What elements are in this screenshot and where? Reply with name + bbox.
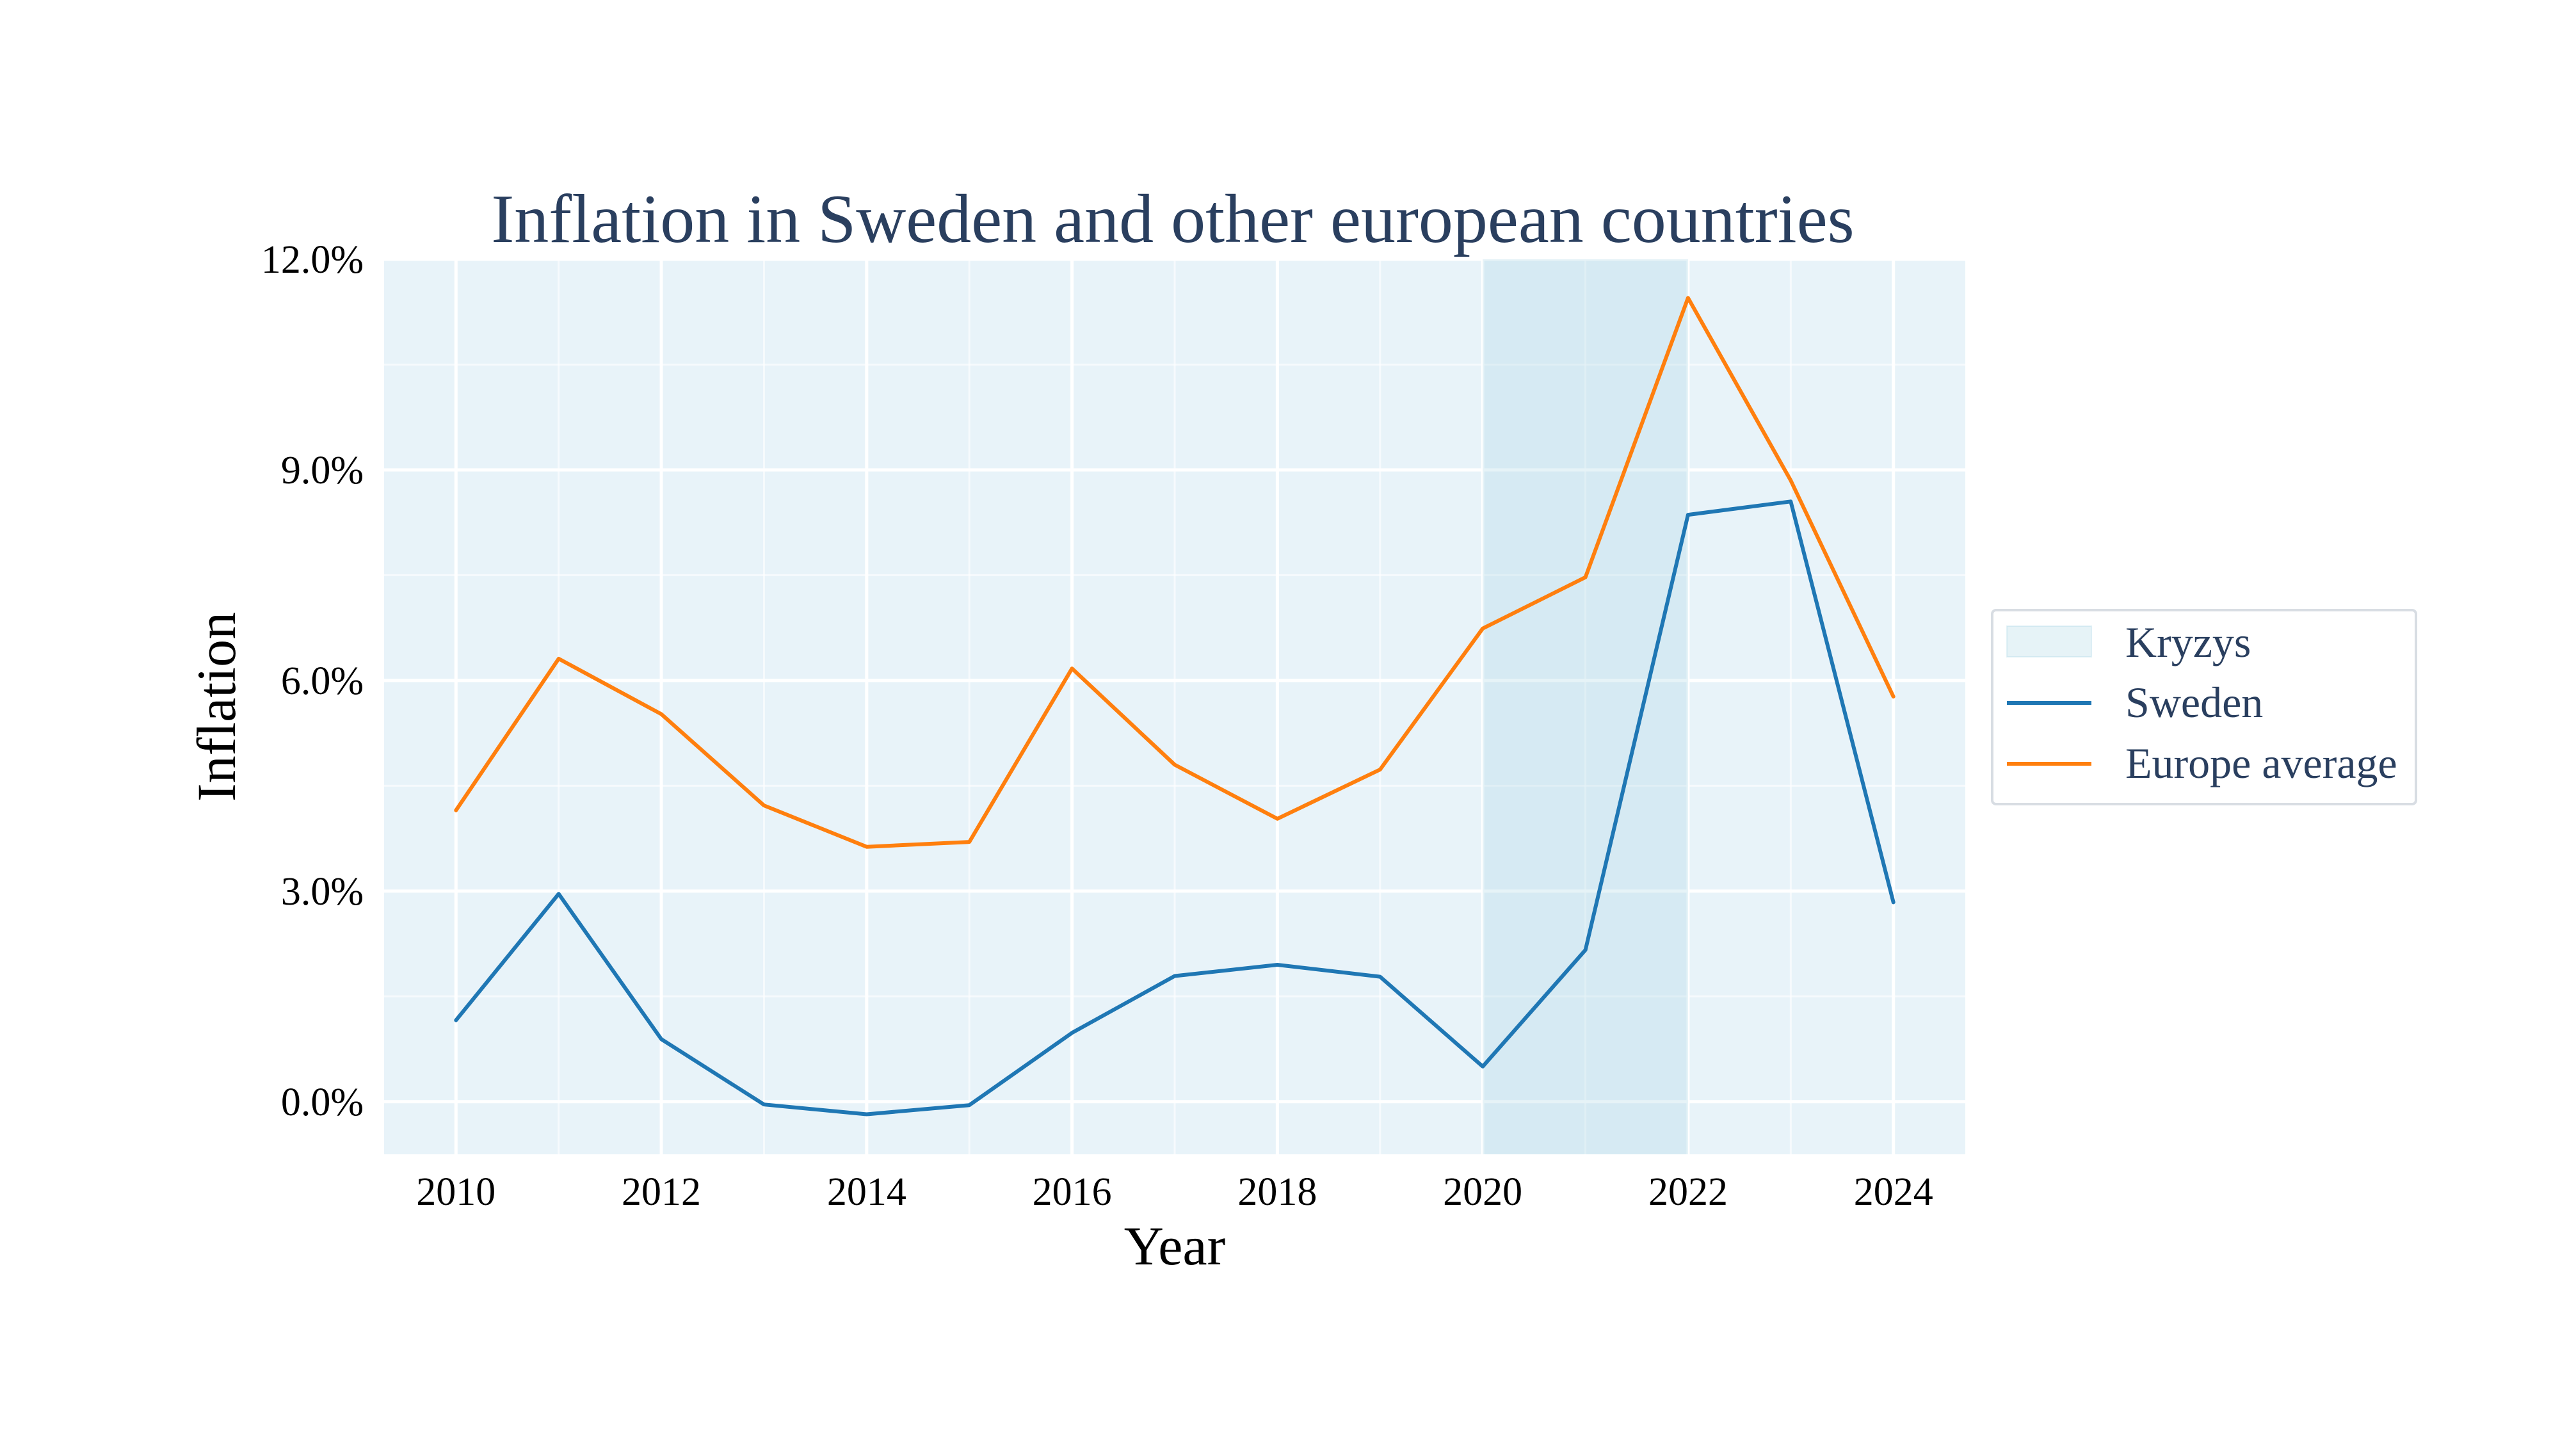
legend-swatch-kryzys (2006, 625, 2092, 657)
shaded-region-kryzys (1483, 259, 1688, 1154)
series-layer (454, 296, 1896, 1117)
y-tick-label: 9.0% (281, 449, 364, 492)
x-tick-label: 2018 (1237, 1170, 1317, 1214)
legend-label-sweden: Sweden (2125, 678, 2263, 727)
y-axis-title: Inflation (186, 612, 247, 802)
x-tick-label: 2010 (416, 1170, 495, 1214)
legend-box (1991, 609, 2417, 805)
chart-title: Inflation in Sweden and other european c… (491, 181, 1854, 257)
x-tick-label: 2020 (1443, 1170, 1522, 1214)
x-axis-title: Year (1124, 1215, 1225, 1277)
legend: Kryzys Sweden Europe average (1991, 609, 2417, 805)
x-tick-label: 2024 (1854, 1170, 1933, 1214)
x-tick-label: 2016 (1033, 1170, 1112, 1214)
x-tick-label: 2012 (622, 1170, 701, 1214)
grid (384, 257, 1965, 1154)
legend-label-europe-average: Europe average (2125, 739, 2397, 787)
shaded-region-layer (1483, 259, 1688, 1154)
y-tick-label: 6.0% (281, 659, 364, 703)
y-tick-label: 0.0% (281, 1081, 364, 1124)
series-line-sweden (454, 499, 1896, 1117)
y-tick-label: 12.0% (261, 238, 364, 282)
legend-label-kryzys: Kryzys (2125, 618, 2251, 666)
series-line-europe-average (454, 296, 1896, 849)
tick-labels: 2010 2012 2014 2016 2018 2020 2022 2024 0.0% 3.0%… (261, 238, 1933, 1214)
x-tick-label: 2022 (1648, 1170, 1728, 1214)
y-tick-label: 3.0% (281, 870, 364, 914)
x-tick-label: 2014 (827, 1170, 906, 1214)
